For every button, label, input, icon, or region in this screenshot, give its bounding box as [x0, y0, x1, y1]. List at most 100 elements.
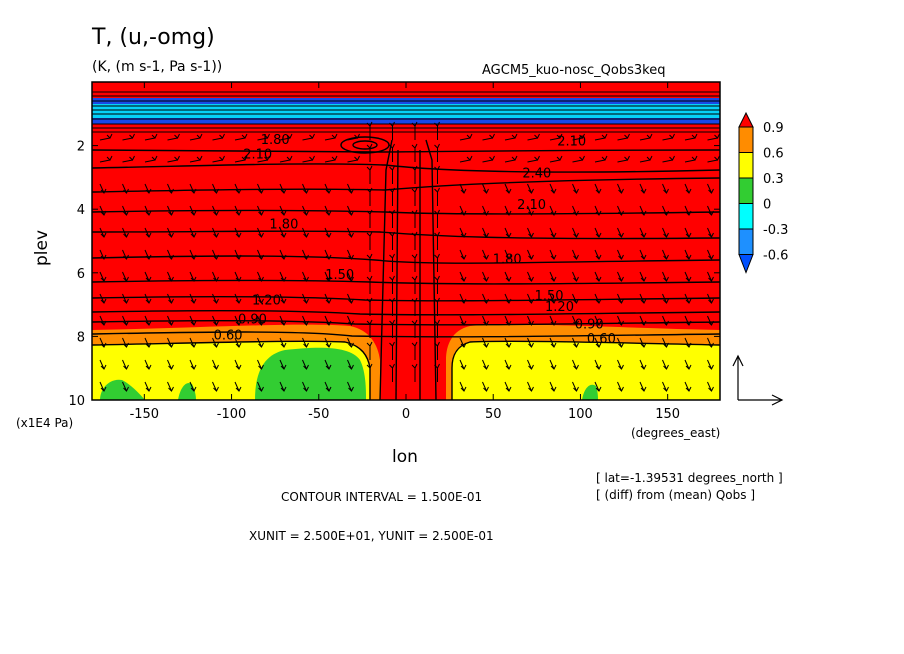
contour-label: 1.50 [535, 289, 564, 304]
vector-arrow [347, 337, 352, 348]
vector-arrowhead [411, 275, 418, 281]
vector-arrowhead [168, 188, 174, 194]
vector-arrow [99, 271, 105, 282]
vector-arrowhead [190, 364, 197, 370]
vector-arrowhead [235, 210, 242, 216]
vector-arrow [459, 315, 465, 326]
vector-arrowhead [663, 386, 669, 392]
vector-arrowhead [190, 320, 197, 326]
diff-note: [ (diff) from (mean) Qobs ] [596, 488, 755, 502]
vector-arrowhead [595, 364, 602, 370]
vector-arrowhead [595, 232, 602, 238]
vector-arrowhead [190, 386, 197, 392]
vector-arrow [122, 227, 127, 238]
vector-arrowhead [348, 342, 354, 348]
contour-label: 1.20 [545, 300, 574, 315]
vector-arrowhead [100, 232, 107, 238]
vector-arrow [572, 359, 577, 370]
vector-arrow [572, 271, 577, 282]
vector-arrowhead [550, 342, 557, 348]
vector-arrow [212, 205, 217, 216]
vector-arrowhead [190, 210, 197, 216]
vector-arrowhead [663, 342, 669, 348]
vector-arrow [347, 159, 358, 163]
vector-arrowhead [286, 155, 293, 161]
vector-arrowhead [303, 232, 309, 238]
vector-arrowhead [573, 276, 579, 282]
vector-arrowhead [325, 342, 332, 348]
vector-arrowhead [663, 276, 669, 282]
vector-arrowhead [618, 276, 624, 282]
vector-arrowhead [280, 210, 287, 216]
vector-arrow [594, 137, 606, 141]
vector-arrowhead [624, 155, 630, 161]
vector-arrowhead [123, 188, 129, 194]
vector-arrow [527, 359, 532, 370]
vector-arrow [459, 359, 465, 370]
vector-arrowhead [348, 386, 354, 392]
vector-arrow [212, 315, 217, 326]
vector-arrowhead [145, 386, 152, 392]
vector-arrowhead [511, 155, 518, 161]
vector-arrowhead [196, 155, 203, 161]
filled-field: 2.101.801.801.501.200.900.602.402.102.10… [92, 82, 720, 400]
vector-arrow [167, 337, 172, 348]
vector-arrowhead [434, 363, 440, 369]
x-tick-label: 150 [655, 407, 680, 422]
vector-arrowhead [466, 133, 473, 139]
vector-arrowhead [145, 210, 152, 216]
vector-arrowhead [303, 210, 309, 216]
colorbar-segment [738, 177, 754, 204]
field-green-1 [255, 347, 366, 400]
vector-arrowhead [303, 254, 309, 260]
vector-arrow [707, 337, 712, 348]
vector-arrowhead [280, 188, 287, 194]
y-tick-label: 4 [77, 203, 85, 218]
vector-arrowhead [213, 320, 219, 326]
vector-arrow [527, 137, 538, 141]
vector-arrowhead [309, 133, 315, 139]
vector-arrow [167, 381, 172, 392]
vector-arrowhead [708, 210, 714, 216]
plot-units: (K, (m s-1, Pa s-1)) [92, 59, 223, 75]
vector-arrowhead [573, 320, 579, 326]
vector-arrow [707, 227, 712, 238]
vector-arrowhead [145, 342, 152, 348]
vector-arrowhead [685, 386, 692, 392]
vector-arrow [684, 381, 690, 392]
vector-arrow [347, 315, 352, 326]
x-tick-label: -50 [308, 407, 329, 422]
vector-arrow [504, 381, 510, 392]
vector-arrow [324, 137, 336, 141]
vector-arrow [459, 271, 465, 282]
vector-arrowhead [528, 210, 534, 216]
vector-arrowhead [389, 253, 395, 259]
vector-arrowhead [190, 232, 197, 238]
vector-arrow [459, 337, 465, 348]
vector-arrow [122, 271, 127, 282]
vector-arrowhead [685, 210, 692, 216]
vector-arrowhead [550, 364, 557, 370]
vector-arrow [639, 337, 645, 348]
vector-arrow [594, 227, 600, 238]
x-tick-label: 100 [568, 407, 593, 422]
vector-arrowhead [460, 210, 467, 216]
vector-arrowhead [595, 298, 602, 304]
vector-arrowhead [460, 232, 467, 238]
vector-arrow [302, 205, 307, 216]
vector-arrow [347, 381, 352, 392]
vector-arrow [234, 183, 240, 194]
vector-arrow [527, 271, 532, 282]
vector-arrowhead [325, 254, 332, 260]
vector-arrowhead [258, 276, 264, 282]
vector-arrowhead [505, 320, 512, 326]
vector-arrow [549, 315, 555, 326]
vector-arrow [594, 337, 600, 348]
vector-arrow [482, 337, 487, 348]
vector-arrowhead [708, 364, 714, 370]
vector-arrowhead [714, 133, 720, 139]
x-axis: -150 -100 -50 0 50 100 150 [130, 82, 680, 422]
vector-arrowhead [685, 342, 692, 348]
vector-arrow [482, 249, 487, 260]
vector-arrowhead [483, 188, 489, 194]
